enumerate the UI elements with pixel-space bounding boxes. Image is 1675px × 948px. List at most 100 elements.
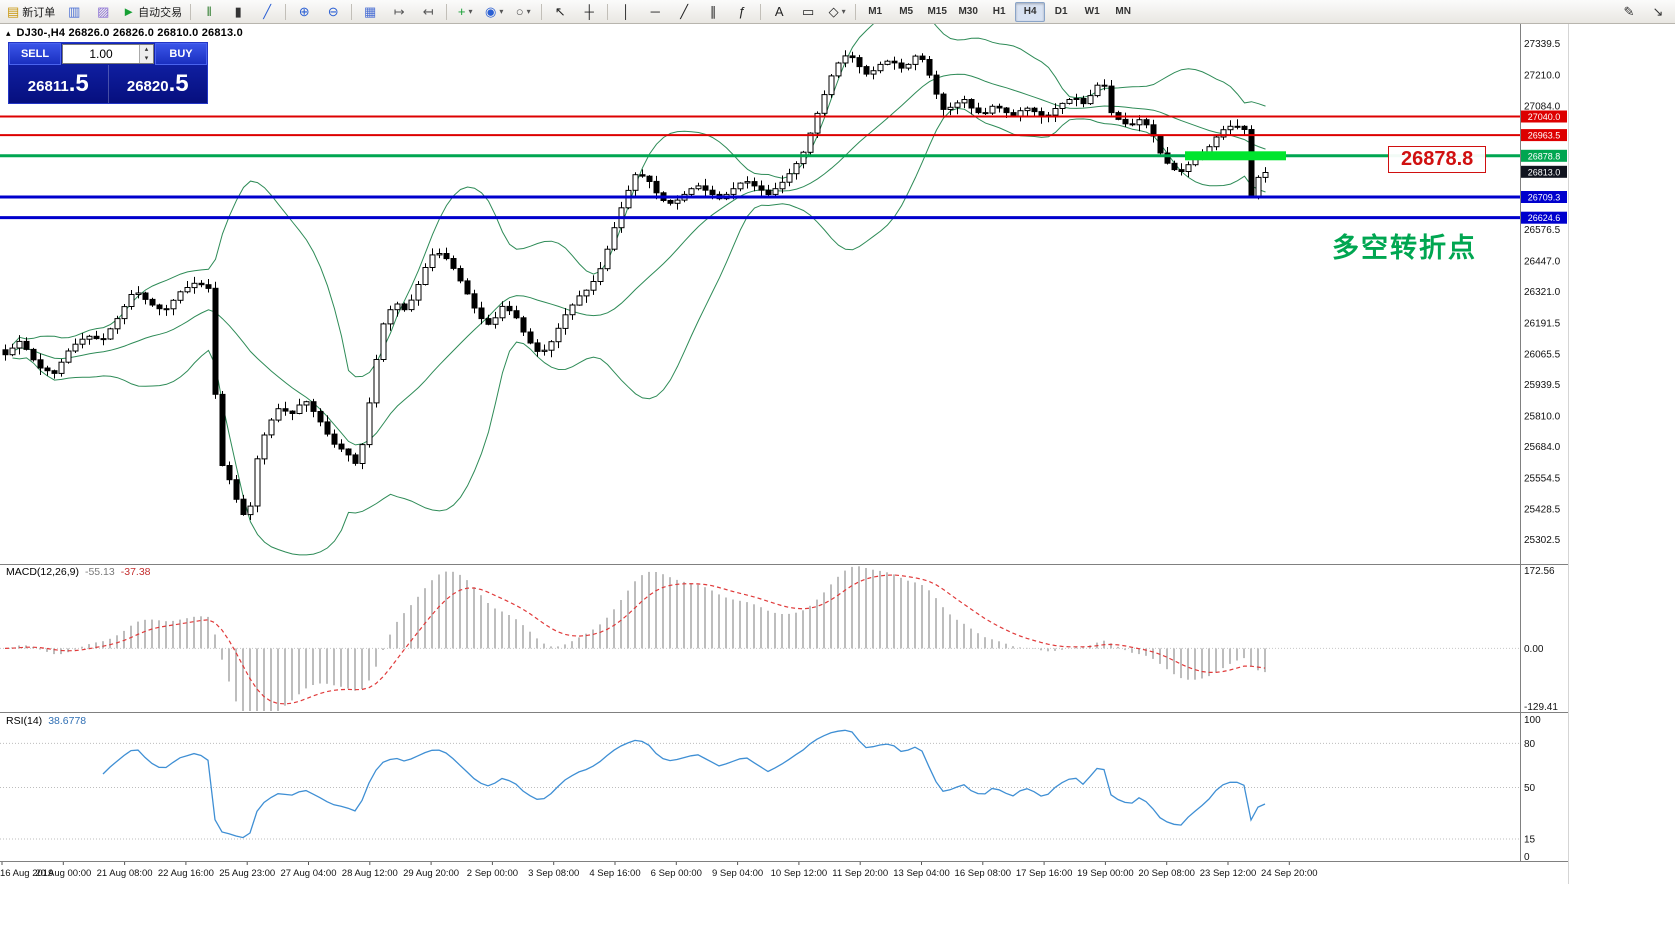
volume-value[interactable]: 1.00 [89, 47, 113, 61]
timeframe-d1-button[interactable]: D1 [1054, 6, 1068, 17]
svg-text:24 Sep 20:00: 24 Sep 20:00 [1261, 868, 1318, 879]
zoom-out-icon: ⊖ [327, 4, 339, 19]
macd-signal-line [4, 574, 1266, 705]
timeframe-mn-button[interactable]: MN [1115, 6, 1131, 17]
rsi-line [102, 729, 1266, 839]
timeframe-m1-button[interactable]: M1 [868, 6, 883, 17]
price-callout-box[interactable]: 26878.8 [1388, 146, 1487, 173]
chart-canvas[interactable]: 27339.5 27210.0 27084.0 26576.5 26447.0 26321… [0, 24, 1675, 948]
svg-text:25939.5: 25939.5 [1524, 380, 1561, 391]
auto-scroll-icon: ↦ [393, 4, 405, 19]
trade-panel-toggle[interactable]: ▴ [6, 27, 11, 38]
price-levels-layer[interactable] [0, 115, 1520, 220]
toolbar-separator [541, 3, 543, 20]
buy-button[interactable]: BUY [155, 43, 207, 65]
svg-text:3 Sep 08:00: 3 Sep 08:00 [528, 868, 579, 879]
charts-icon: ▥ [68, 4, 81, 19]
timeframe-w1-button[interactable]: W1 [1084, 6, 1100, 17]
sell-price[interactable]: 26811.5 [9, 65, 108, 103]
timeframe-m5-button[interactable]: M5 [899, 6, 914, 17]
new-order-label: 新订单 [22, 6, 56, 19]
macd-name: MACD(12,26,9) [6, 566, 79, 578]
volume-stepper[interactable]: 1.00 ▴ ▾ [62, 44, 154, 64]
auto-scroll-button[interactable]: ↦ [385, 1, 413, 23]
buy-price[interactable]: 26820.5 [107, 65, 208, 103]
fibonacci-button[interactable]: ƒ [728, 1, 756, 23]
rsi-layer [0, 729, 1520, 840]
timeframe-m15-button[interactable]: M15 [927, 6, 947, 17]
pointer-tool-icon: ↘ [1652, 4, 1664, 19]
crosshair-icon: ┼ [584, 4, 594, 19]
svg-text:29 Aug 20:00: 29 Aug 20:00 [403, 868, 459, 879]
pencil-tool-button[interactable]: ✎ [1615, 1, 1643, 23]
toolbar-separator [285, 3, 287, 20]
bar-chart-mode-button[interactable]: ‖ [195, 1, 223, 23]
zoom-out-button[interactable]: ⊖ [319, 1, 347, 23]
text-label-button[interactable]: A [765, 1, 793, 23]
toolbar-right-group: ✎ ↘ [1615, 1, 1672, 23]
arrows-button[interactable]: ◇ ▾ [823, 1, 851, 23]
timeframe-m30-button[interactable]: M30 [958, 6, 978, 17]
svg-text:100: 100 [1524, 715, 1541, 726]
timeframe-h1-button[interactable]: H1 [992, 6, 1006, 17]
vertical-line-button[interactable]: │ [612, 1, 640, 23]
rsi-name: RSI(14) [6, 715, 43, 727]
svg-text:26624.6: 26624.6 [1528, 213, 1561, 223]
svg-text:0.00: 0.00 [1524, 644, 1544, 655]
new-order-button[interactable]: ▤ 新订单 [3, 1, 59, 23]
chart-shift-button[interactable]: ↤ [414, 1, 442, 23]
navigator-button[interactable]: ◉ ▾ [480, 1, 508, 23]
trade-panel-prices: 26811.5 26820.5 [9, 65, 207, 103]
macd-indicator-label: MACD(12,26,9) -55.13 -37.38 [6, 566, 151, 578]
svg-text:172.56: 172.56 [1524, 566, 1555, 577]
trendline-button[interactable]: ╱ [670, 1, 698, 23]
macd-signal-value: -37.38 [120, 566, 151, 578]
rsi-indicator-label: RSI(14) 38.6778 [6, 715, 86, 727]
toolbar-separator [446, 3, 448, 20]
arrows-icon: ◇ [828, 4, 839, 19]
zoom-in-button[interactable]: ⊕ [290, 1, 318, 23]
svg-text:15: 15 [1524, 835, 1536, 846]
svg-text:27084.0: 27084.0 [1524, 101, 1561, 112]
toolbar-separator [190, 3, 192, 20]
svg-text:20 Sep 08:00: 20 Sep 08:00 [1138, 868, 1195, 879]
svg-text:21 Aug 08:00: 21 Aug 08:00 [97, 868, 153, 879]
cursor-button[interactable]: ↖ [546, 1, 574, 23]
profiles-button[interactable]: ▨ [89, 1, 117, 23]
volume-decrease-button[interactable]: ▾ [140, 54, 153, 63]
horizontal-line-button[interactable]: ─ [641, 1, 669, 23]
bar-chart-mode-icon: ‖ [206, 4, 212, 19]
candlestick-mode-button[interactable]: ▮ [224, 1, 252, 23]
toolbar-separator [607, 3, 609, 20]
indicators-button[interactable]: + ▾ [451, 1, 479, 23]
line-chart-mode-button[interactable]: ╱ [253, 1, 281, 23]
sell-button[interactable]: SELL [9, 43, 61, 65]
tile-windows-button[interactable]: ▦ [356, 1, 384, 23]
macd-main-value: -55.13 [84, 566, 115, 578]
crosshair-button[interactable]: ┼ [575, 1, 603, 23]
svg-text:25302.5: 25302.5 [1524, 535, 1561, 546]
pointer-tool-button[interactable]: ↘ [1644, 1, 1672, 23]
chart-window: 27339.5 27210.0 27084.0 26576.5 26447.0 26321… [0, 24, 1675, 948]
svg-text:2 Sep 00:00: 2 Sep 00:00 [467, 868, 518, 879]
periods-button[interactable]: ○ ▾ [509, 1, 537, 23]
volume-increase-button[interactable]: ▴ [140, 45, 153, 54]
auto-trading-button[interactable]: ► 自动交易 [118, 1, 186, 23]
text-annotation-button[interactable]: ▭ [794, 1, 822, 23]
navigator-caret-icon: ▾ [499, 7, 504, 16]
equidistant-channel-button[interactable]: ∥ [699, 1, 727, 23]
price-axis[interactable]: 27339.5 27210.0 27084.0 26576.5 26447.0 26321… [1521, 39, 1567, 546]
horizontal-line-icon: ─ [650, 4, 660, 19]
line-chart-mode-icon: ╱ [263, 4, 272, 19]
vertical-line-icon: │ [622, 4, 631, 19]
volume-spin-buttons: ▴ ▾ [139, 45, 153, 63]
turning-point-note[interactable]: 多空转折点 [1332, 233, 1477, 263]
timeframe-h4-button[interactable]: H4 [1015, 1, 1046, 22]
charts-button[interactable]: ▥ [60, 1, 88, 23]
svg-text:26191.5: 26191.5 [1524, 319, 1561, 330]
fibonacci-icon: ƒ [738, 4, 746, 19]
highlight-bar[interactable] [1185, 151, 1286, 161]
svg-text:26813.0: 26813.0 [1528, 167, 1561, 177]
svg-text:10 Sep 12:00: 10 Sep 12:00 [771, 868, 828, 879]
